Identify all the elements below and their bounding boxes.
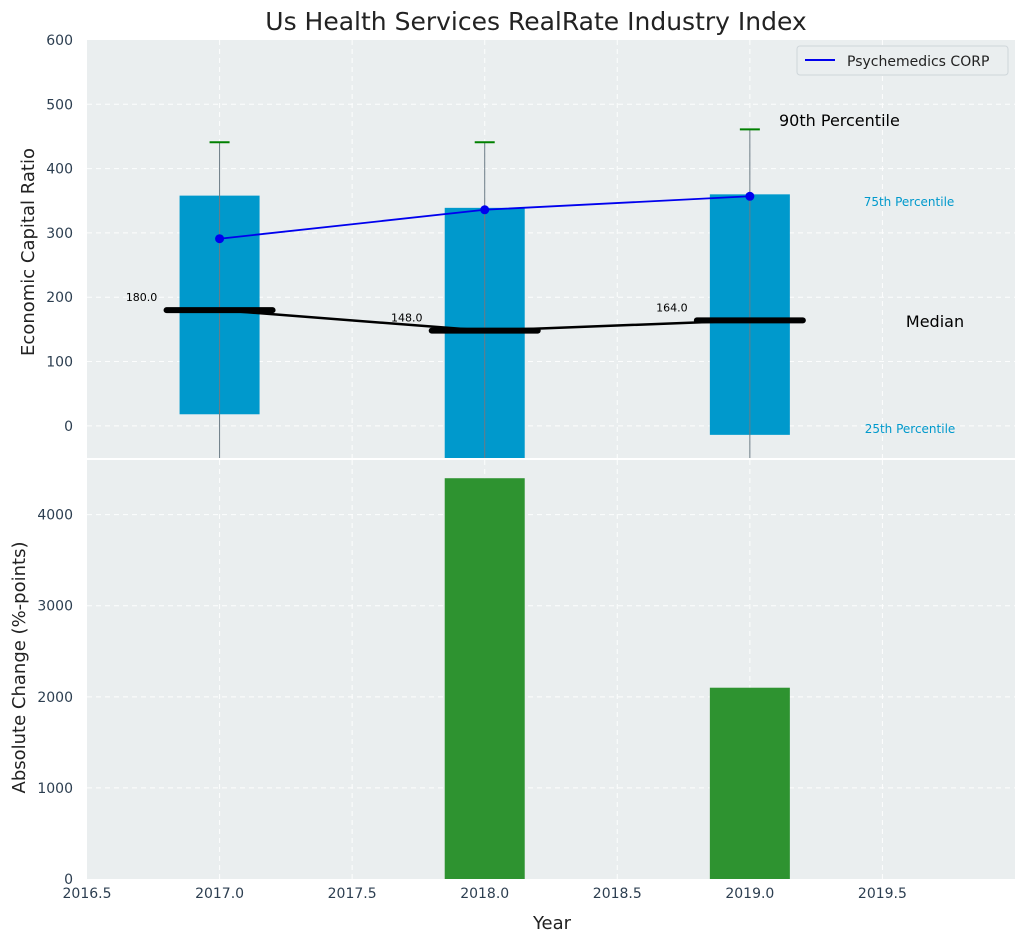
x-tick-label: 2017.5: [328, 886, 377, 902]
annotation-75th-percentile: 75th Percentile: [864, 195, 955, 209]
top-y-tick-label: 0: [64, 419, 73, 435]
series-point-psychemedics: [480, 205, 490, 215]
bottom-panel: 0 1000 2000 3000 4000 2016.5 2017.0 2017.5 2018.…: [9, 460, 1015, 934]
x-tick-label: 2018.5: [593, 886, 642, 902]
x-tick-label: 2018.0: [460, 886, 509, 902]
x-tick-label: 2019.0: [725, 886, 774, 902]
x-tick-label: 2016.5: [63, 886, 112, 902]
top-y-tick-label: 400: [46, 162, 73, 178]
top-y-axis-title: Economic Capital Ratio: [18, 148, 39, 356]
change-bar: [444, 478, 525, 879]
bottom-y-tick-label: 4000: [37, 508, 73, 524]
top-y-tick-label: 300: [46, 226, 73, 242]
top-y-tick-label: 200: [46, 290, 73, 306]
bottom-y-tick-label: 2000: [37, 690, 73, 706]
top-y-tick-label: 100: [46, 355, 73, 371]
bottom-y-tick-label: 3000: [37, 599, 73, 615]
legend-frame: [796, 45, 1009, 76]
x-axis-title: Year: [532, 913, 572, 934]
top-panel: 0 100 200 300 400 500 600 180.0 148.0 164.0 90th P…: [18, 7, 1015, 458]
bottom-y-tick-label: 0: [64, 872, 73, 888]
series-point-psychemedics: [215, 234, 225, 244]
x-tick-label: 2017.0: [195, 886, 244, 902]
chart-title: Us Health Services RealRate Industry Ind…: [265, 7, 806, 36]
top-y-tick-label: 500: [46, 97, 73, 113]
median-value-label: 180.0: [126, 291, 158, 304]
bottom-y-tick-label: 1000: [37, 781, 73, 797]
series-point-psychemedics: [745, 191, 755, 201]
x-tick-label: 2019.5: [858, 886, 907, 902]
legend: Psychemedics CORP: [796, 45, 1009, 76]
annotation-25th-percentile: 25th Percentile: [865, 422, 956, 436]
legend-label-psychemedics: Psychemedics CORP: [847, 54, 989, 70]
bottom-plot-background: [87, 460, 1015, 879]
top-y-tick-label: 600: [46, 33, 73, 49]
annotation-90th-percentile: 90th Percentile: [779, 111, 900, 130]
change-bar: [709, 687, 790, 879]
median-value-label: 164.0: [656, 301, 688, 314]
median-value-label: 148.0: [391, 312, 423, 325]
bottom-y-axis-title: Absolute Change (%-points): [9, 542, 30, 794]
annotation-median: Median: [906, 312, 964, 331]
